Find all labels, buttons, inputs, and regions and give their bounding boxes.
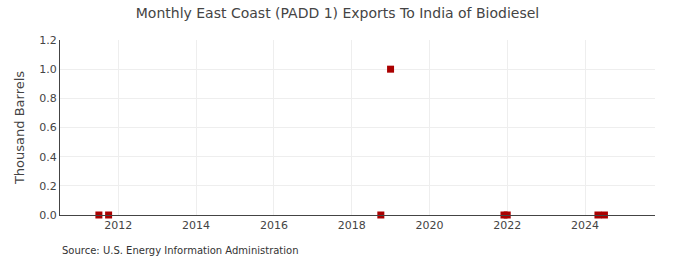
svg-text:0.6: 0.6 xyxy=(39,121,57,134)
svg-text:Monthly East Coast (PADD 1) Ex: Monthly East Coast (PADD 1) Exports To I… xyxy=(136,5,540,21)
svg-text:Source: U.S. Energy Informatio: Source: U.S. Energy Information Administ… xyxy=(62,245,299,256)
svg-text:2024: 2024 xyxy=(571,219,599,232)
svg-text:0.2: 0.2 xyxy=(39,180,57,193)
svg-text:Thousand Barrels: Thousand Barrels xyxy=(12,71,27,185)
svg-text:0.8: 0.8 xyxy=(39,92,57,105)
svg-text:2018: 2018 xyxy=(338,219,366,232)
svg-text:0.4: 0.4 xyxy=(39,151,57,164)
svg-text:0.0: 0.0 xyxy=(39,209,57,222)
svg-text:1.2: 1.2 xyxy=(39,34,57,47)
svg-text:2016: 2016 xyxy=(260,219,288,232)
svg-text:2020: 2020 xyxy=(415,219,443,232)
svg-text:2014: 2014 xyxy=(182,219,210,232)
svg-text:2012: 2012 xyxy=(104,219,132,232)
svg-text:1.0: 1.0 xyxy=(39,63,57,76)
svg-text:2022: 2022 xyxy=(493,219,521,232)
